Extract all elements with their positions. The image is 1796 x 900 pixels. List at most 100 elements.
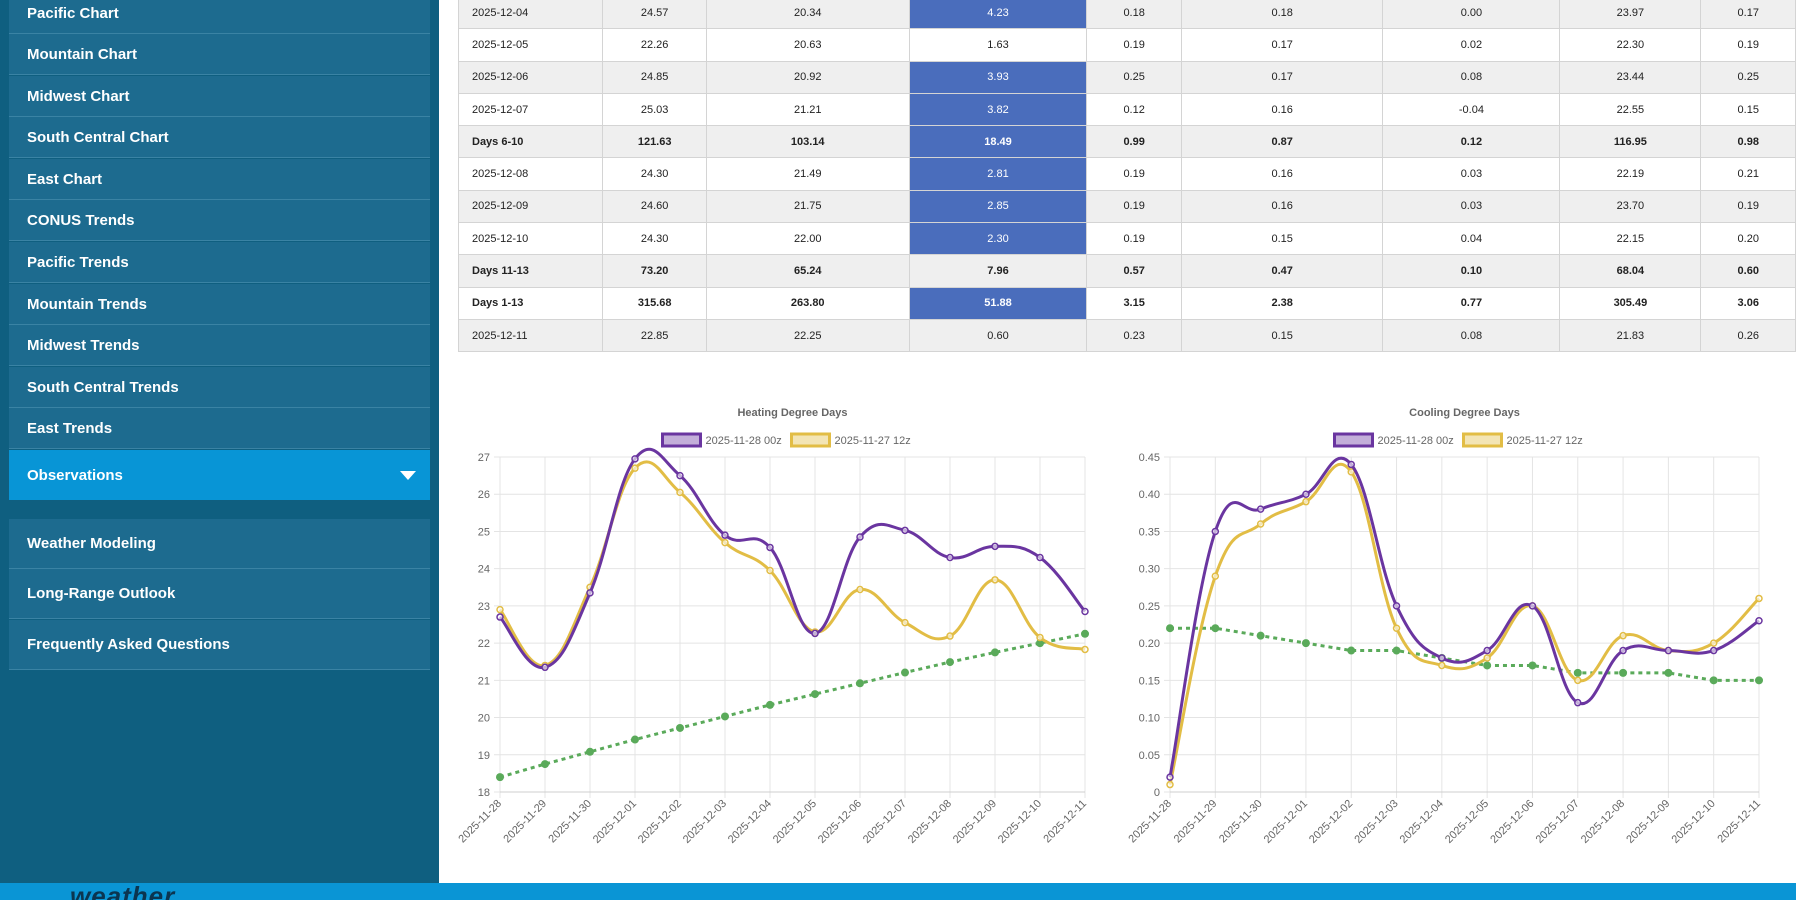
data-point[interactable] [676, 723, 684, 732]
data-point[interactable] [1166, 780, 1174, 789]
data-point[interactable] [1036, 633, 1044, 642]
data-point[interactable] [1392, 624, 1401, 632]
sidebar-item-observations[interactable]: Observations [9, 450, 430, 500]
data-point[interactable] [1483, 661, 1492, 670]
data-point[interactable] [991, 542, 999, 551]
data-point[interactable] [1347, 468, 1355, 476]
sidebar-item-pacific-trends[interactable]: Pacific Trends [9, 242, 430, 283]
data-point[interactable] [1619, 631, 1627, 640]
data-point[interactable] [1301, 639, 1310, 648]
legend-item[interactable]: 2025-11-28 00z [1333, 432, 1454, 448]
data-point[interactable] [586, 747, 594, 756]
data-point[interactable] [676, 488, 684, 497]
data-point[interactable] [1302, 490, 1310, 498]
data-point[interactable] [721, 531, 729, 539]
sidebar-item-mountain-trends[interactable]: Mountain Trends [9, 284, 430, 325]
data-point[interactable] [1438, 661, 1446, 670]
data-point[interactable] [901, 668, 909, 677]
sidebar-item-mountain-chart[interactable]: Mountain Chart [9, 34, 430, 75]
data-point[interactable] [1709, 639, 1718, 647]
data-point[interactable] [1755, 594, 1763, 603]
data-point[interactable] [856, 679, 864, 688]
data-point[interactable] [766, 543, 774, 552]
data-point[interactable] [1211, 527, 1220, 536]
sidebar-item-pacific-chart[interactable]: Pacific Chart [9, 0, 430, 34]
data-point[interactable] [901, 618, 909, 627]
value-cell: 68.04 [1559, 254, 1702, 288]
data-point[interactable] [1664, 646, 1673, 655]
sidebar-item-midwest-chart[interactable]: Midwest Chart [9, 76, 430, 117]
value-cell: 0.98 [1700, 125, 1796, 159]
sidebar-item-east-trends[interactable]: East Trends [9, 408, 430, 449]
data-point[interactable] [541, 663, 549, 672]
data-point[interactable] [766, 700, 774, 709]
data-point[interactable] [1438, 654, 1446, 662]
data-point[interactable] [631, 464, 639, 472]
data-point[interactable] [1256, 505, 1265, 513]
data-point[interactable] [1036, 553, 1044, 562]
data-point[interactable] [1256, 631, 1265, 640]
data-point[interactable] [946, 553, 954, 562]
data-point[interactable] [1755, 617, 1763, 625]
data-point[interactable] [721, 538, 729, 547]
data-point[interactable] [1211, 572, 1220, 580]
data-point[interactable] [1036, 639, 1044, 648]
data-point[interactable] [901, 526, 909, 535]
data-point[interactable] [721, 712, 729, 721]
data-point[interactable] [496, 605, 504, 614]
data-point[interactable] [1081, 607, 1089, 616]
sidebar-group-long-range-outlook[interactable]: Long-Range Outlook [9, 569, 430, 619]
sidebar-item-south-central-trends[interactable]: South Central Trends [9, 367, 430, 408]
data-point[interactable] [1211, 624, 1220, 633]
data-point[interactable] [586, 589, 594, 597]
data-point[interactable] [1081, 629, 1089, 638]
data-point[interactable] [1483, 646, 1491, 655]
data-point[interactable] [1528, 661, 1537, 670]
data-point[interactable] [811, 629, 819, 638]
data-point[interactable] [1166, 773, 1174, 781]
data-point[interactable] [1619, 668, 1628, 677]
data-point[interactable] [1619, 646, 1627, 655]
legend-item[interactable]: 2025-11-27 12z [790, 432, 911, 448]
data-point[interactable] [1755, 676, 1763, 685]
data-point[interactable] [946, 632, 954, 640]
data-point[interactable] [1574, 698, 1582, 707]
data-point[interactable] [1709, 676, 1718, 685]
data-point[interactable] [766, 566, 774, 575]
data-point[interactable] [1166, 624, 1174, 633]
data-point[interactable] [1392, 602, 1401, 610]
sidebar-item-conus-trends[interactable]: CONUS Trends [9, 200, 430, 241]
data-point[interactable] [856, 533, 864, 541]
data-point[interactable] [631, 455, 639, 463]
data-point[interactable] [1574, 676, 1582, 685]
data-point[interactable] [856, 585, 864, 594]
data-point[interactable] [676, 471, 684, 480]
data-point[interactable] [991, 576, 999, 584]
sidebar-group-weather-modeling[interactable]: Weather Modeling [9, 519, 430, 569]
legend-swatch [1462, 432, 1503, 448]
data-point[interactable] [991, 648, 999, 657]
data-point[interactable] [1256, 520, 1265, 528]
data-point[interactable] [811, 690, 819, 699]
data-point[interactable] [1664, 668, 1673, 677]
data-point[interactable] [1347, 646, 1356, 655]
data-point[interactable] [1483, 654, 1491, 662]
data-point[interactable] [1081, 645, 1089, 654]
data-point[interactable] [1347, 460, 1355, 469]
data-point[interactable] [631, 735, 639, 744]
legend-item[interactable]: 2025-11-28 00z [661, 432, 782, 448]
sidebar-item-east-chart[interactable]: East Chart [9, 159, 430, 200]
data-point[interactable] [541, 760, 549, 769]
data-point[interactable] [496, 773, 504, 782]
legend-item[interactable]: 2025-11-27 12z [1462, 432, 1583, 448]
data-point[interactable] [1709, 646, 1718, 655]
sidebar-item-south-central-chart[interactable]: South Central Chart [9, 117, 430, 158]
data-point[interactable] [1302, 497, 1310, 506]
data-point[interactable] [496, 613, 504, 621]
data-point[interactable] [946, 658, 954, 667]
data-point[interactable] [1392, 646, 1401, 655]
data-point[interactable] [1573, 668, 1582, 677]
data-point[interactable] [1528, 602, 1537, 610]
sidebar-item-midwest-trends[interactable]: Midwest Trends [9, 325, 430, 366]
sidebar-group-faq[interactable]: Frequently Asked Questions [9, 620, 430, 670]
